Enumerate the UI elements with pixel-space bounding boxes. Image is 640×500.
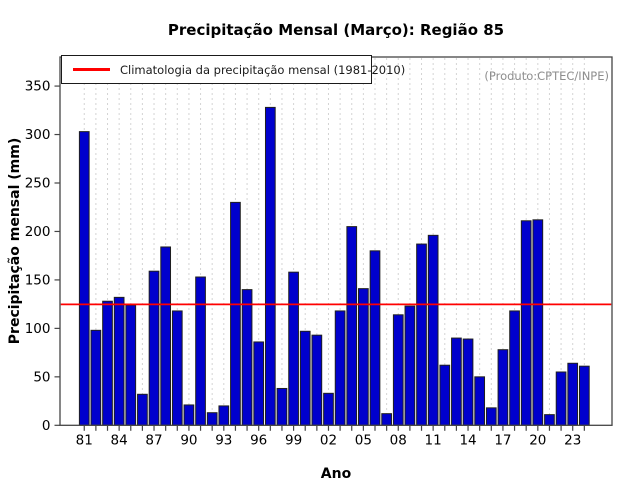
bar-2005 xyxy=(358,288,369,426)
bar-2011 xyxy=(427,234,439,426)
y-tick-label: 250 xyxy=(25,175,51,191)
bar-2008 xyxy=(392,314,404,426)
bar-2016 xyxy=(485,407,497,426)
x-tick-label: 96 xyxy=(250,432,267,448)
page-title: Precipitação Mensal (Março): Região 85 xyxy=(167,21,505,39)
bar-1990 xyxy=(183,404,195,426)
y-tick-label: 50 xyxy=(33,369,50,385)
bar-2022 xyxy=(555,371,567,426)
bar-2002 xyxy=(323,392,334,426)
bar-1995 xyxy=(241,289,253,426)
bar-2023 xyxy=(567,362,579,426)
bar-1992 xyxy=(206,412,218,426)
y-tick-label: 200 xyxy=(25,224,51,240)
bar-2015 xyxy=(474,376,486,426)
x-tick-label: 90 xyxy=(180,432,197,448)
bar-2018 xyxy=(509,310,520,426)
bar-2017 xyxy=(497,349,509,426)
x-tick-label: 08 xyxy=(390,432,407,448)
x-tick-label: 11 xyxy=(425,432,442,448)
x-axis-label: Ano xyxy=(320,466,352,482)
climatology-line-sample xyxy=(73,68,110,71)
x-tick-label: 05 xyxy=(355,432,372,448)
legend-box: Climatologia da precipitação mensal (198… xyxy=(61,55,405,84)
x-tick-label: 93 xyxy=(215,432,232,448)
bar-2014 xyxy=(462,338,474,426)
bar-1991 xyxy=(195,276,206,426)
bar-1982 xyxy=(90,329,102,426)
bar-1981 xyxy=(78,131,90,426)
bar-1997 xyxy=(264,106,276,426)
y-tick-label: 300 xyxy=(25,127,51,143)
bar-2000 xyxy=(299,330,311,426)
bar-2010 xyxy=(416,243,427,426)
bar-2003 xyxy=(334,310,346,426)
bar-1999 xyxy=(288,271,299,426)
x-tick-label: 14 xyxy=(459,432,476,448)
bar-2013 xyxy=(451,337,462,426)
bar-1988 xyxy=(160,246,172,426)
bar-1985 xyxy=(125,304,137,426)
y-tick-label: 350 xyxy=(25,79,51,95)
bar-1986 xyxy=(137,393,148,426)
legend-label: Climatologia da precipitação mensal (198… xyxy=(120,62,406,77)
bar-2007 xyxy=(381,413,392,426)
y-tick-label: 0 xyxy=(42,418,51,434)
bar-1983 xyxy=(102,300,113,426)
x-tick-label: 81 xyxy=(76,432,93,448)
bar-2021 xyxy=(544,414,555,426)
bar-1994 xyxy=(230,201,241,426)
bar-2024 xyxy=(578,365,590,426)
bar-1984 xyxy=(113,296,125,426)
x-tick-label: 23 xyxy=(564,432,581,448)
y-tick-label: 100 xyxy=(25,321,51,337)
bar-1993 xyxy=(218,405,230,426)
bar-2020 xyxy=(532,219,544,426)
bar-1989 xyxy=(171,310,183,426)
bar-2001 xyxy=(311,334,323,426)
bar-2009 xyxy=(404,305,416,426)
bar-2006 xyxy=(369,250,381,426)
x-tick-label: 02 xyxy=(320,432,337,448)
x-tick-label: 20 xyxy=(529,432,546,448)
bar-1987 xyxy=(148,270,160,426)
x-tick-label: 99 xyxy=(285,432,302,448)
bar-1996 xyxy=(253,341,265,426)
x-tick-label: 84 xyxy=(111,432,128,448)
bar-2019 xyxy=(520,220,532,426)
y-axis-label: Precipitação mensal (mm) xyxy=(7,137,23,345)
x-tick-label: 17 xyxy=(494,432,511,448)
bar-1998 xyxy=(276,387,288,426)
producer-credit: (Produto:CPTEC/INPE) xyxy=(484,69,609,83)
x-tick-label: 87 xyxy=(145,432,162,448)
bar-2012 xyxy=(439,364,451,426)
y-tick-label: 150 xyxy=(25,272,51,288)
bar-2004 xyxy=(346,226,358,426)
